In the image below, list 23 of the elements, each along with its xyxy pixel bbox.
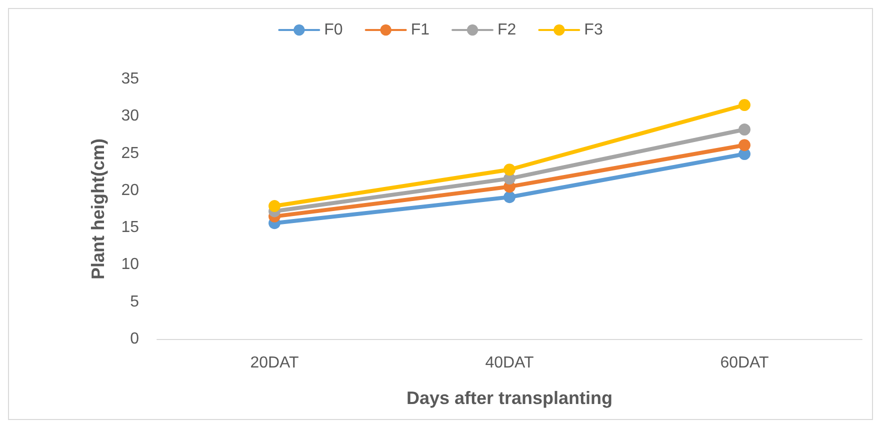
y-tick-label: 25 (121, 144, 140, 162)
y-axis-title: Plant height(cm) (88, 138, 108, 280)
point (504, 191, 516, 204)
legend-label: F1 (410, 22, 430, 38)
legend-label: F0 (324, 22, 343, 38)
point (268, 200, 280, 212)
y-tick-label: 0 (130, 330, 140, 348)
point (738, 139, 750, 152)
y-tick-label: 20 (121, 182, 140, 199)
x-tick-label: 20DAT (250, 354, 300, 372)
legend-label: F2 (498, 22, 516, 38)
y-tick-label: 35 (121, 70, 140, 88)
y-tick-label: 10 (121, 256, 140, 274)
point (504, 164, 516, 176)
x-tick-label: 40DAT (485, 354, 534, 372)
y-tick-label: 30 (121, 108, 140, 125)
point (738, 99, 750, 111)
point (738, 124, 750, 136)
y-tick-label: 15 (121, 219, 140, 236)
x-axis-title: Days after transplanting (406, 388, 613, 408)
legend-label: F3 (584, 22, 603, 38)
x-tick-label: 60DAT (720, 354, 770, 372)
y-tick-label: 5 (130, 293, 140, 310)
